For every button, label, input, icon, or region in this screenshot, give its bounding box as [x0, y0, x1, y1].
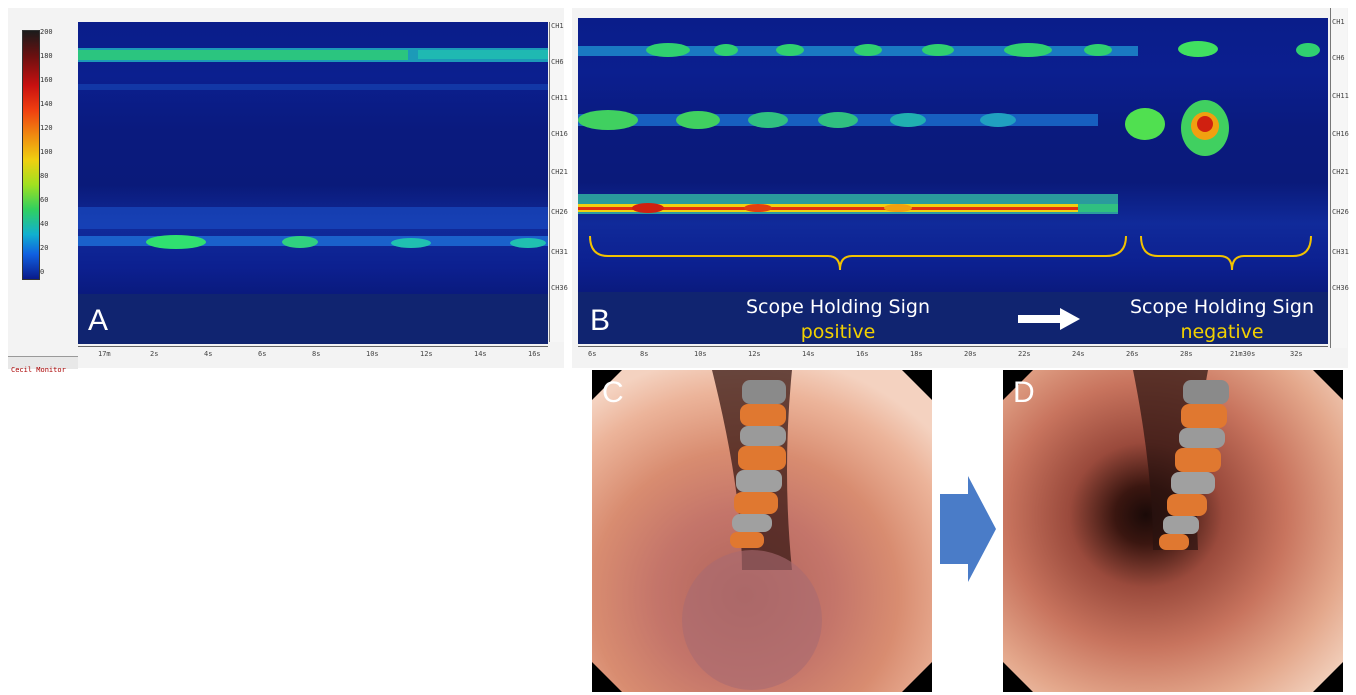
time-tick-label: 22s	[1018, 350, 1031, 358]
channel-axis-a: CH1 CH6 CH11 CH16 CH21 CH26 CH31 CH36	[549, 22, 568, 342]
channel-label: CH31	[551, 248, 568, 256]
endoscopy-image-d	[1003, 370, 1343, 692]
time-tick-label: 2s	[150, 350, 159, 358]
panel-b-label-strip	[578, 292, 1328, 344]
channel-label: CH21	[1332, 168, 1349, 176]
hrm-pressure-bands-a	[78, 48, 548, 249]
caption-positive-state: positive	[800, 321, 876, 343]
time-tick-label: 18s	[910, 350, 923, 358]
panel-c-letter: C	[602, 376, 624, 409]
channel-label: CH26	[551, 208, 568, 216]
time-tick-label: 4s	[204, 350, 213, 358]
time-tick-label: 32s	[1290, 350, 1303, 358]
channel-label: CH6	[1332, 54, 1345, 62]
channel-label: CH26	[1332, 208, 1349, 216]
time-axis-b: 6s 8s 10s 12s 14s 16s 18s 20s 22s 24s 26…	[578, 346, 1328, 365]
progression-arrow-icon	[940, 476, 996, 582]
scale-tick-label: 120	[40, 124, 53, 132]
bracket-negative	[1140, 235, 1312, 271]
channel-label: CH16	[1332, 130, 1349, 138]
channel-label: CH11	[551, 94, 568, 102]
time-tick-label: 6s	[588, 350, 597, 358]
hrm-plot-b	[578, 18, 1328, 292]
panel-b-letter: B	[590, 304, 611, 337]
panel-d-letter: D	[1013, 376, 1035, 409]
scale-tick-label: 20	[40, 244, 49, 252]
time-tick-label: 12s	[420, 350, 433, 358]
time-tick-label: 10s	[694, 350, 707, 358]
channel-label: CH36	[551, 284, 568, 292]
time-tick-label: 21m30s	[1230, 350, 1256, 358]
transition-arrow-icon	[1018, 308, 1080, 330]
color-scale-labels: 200 180 160 140 120 100 80 60 40 20 0	[40, 28, 60, 278]
channel-label: CH21	[551, 168, 568, 176]
panel-d: D	[1003, 370, 1343, 692]
time-tick-label: 14s	[474, 350, 487, 358]
time-tick-label: 24s	[1072, 350, 1085, 358]
panel-a-label-strip	[78, 294, 548, 344]
software-tab: Cecil Monitor	[8, 356, 78, 374]
time-tick-label: 26s	[1126, 350, 1139, 358]
time-tick-label: 20s	[964, 350, 977, 358]
time-axis-a: 17m 2s 4s 6s 8s 10s 12s 14s 16s	[78, 346, 548, 365]
channel-axis-b: CH1 CH6 CH11 CH16 CH21 CH26 CH31 CH36	[1330, 8, 1349, 348]
channel-label: CH36	[1332, 284, 1349, 292]
time-tick-label: 10s	[366, 350, 379, 358]
time-tick-label: 8s	[640, 350, 649, 358]
time-tick-label: 17m	[98, 350, 111, 358]
time-tick-label: 16s	[856, 350, 869, 358]
scale-tick-label: 60	[40, 196, 49, 204]
hrm-pressure-bands-b	[578, 41, 1320, 271]
time-tick-label: 12s	[748, 350, 761, 358]
software-tab-label: Cecil Monitor	[11, 366, 66, 374]
caption-positive-title: Scope Holding Sign	[745, 296, 931, 318]
channel-label: CH1	[551, 22, 564, 30]
hrm-plot-a	[78, 22, 548, 294]
scale-tick-label: 180	[40, 52, 53, 60]
scale-tick-label: 160	[40, 76, 53, 84]
bracket-positive	[589, 235, 1127, 271]
channel-label: CH31	[1332, 248, 1349, 256]
caption-negative-state: negative	[1180, 321, 1264, 343]
time-tick-label: 28s	[1180, 350, 1193, 358]
channel-label: CH6	[551, 58, 564, 66]
channel-label: CH1	[1332, 18, 1345, 26]
channel-label: CH16	[551, 130, 568, 138]
scale-tick-label: 80	[40, 172, 49, 180]
time-tick-label: 6s	[258, 350, 267, 358]
channel-label: CH11	[1332, 92, 1349, 100]
scale-tick-label: 0	[40, 268, 45, 276]
color-scale-bar	[22, 30, 40, 280]
scale-tick-label: 100	[40, 148, 53, 156]
time-tick-label: 16s	[528, 350, 541, 358]
time-tick-label: 14s	[802, 350, 815, 358]
scale-tick-label: 40	[40, 220, 49, 228]
time-tick-label: 8s	[312, 350, 321, 358]
panel-c: C	[592, 370, 932, 692]
scale-tick-label: 140	[40, 100, 53, 108]
caption-negative-title: Scope Holding Sign	[1129, 296, 1315, 318]
panel-a-letter: A	[88, 304, 109, 337]
endoscopy-image-c	[592, 370, 932, 692]
scale-tick-label: 200	[40, 28, 53, 36]
